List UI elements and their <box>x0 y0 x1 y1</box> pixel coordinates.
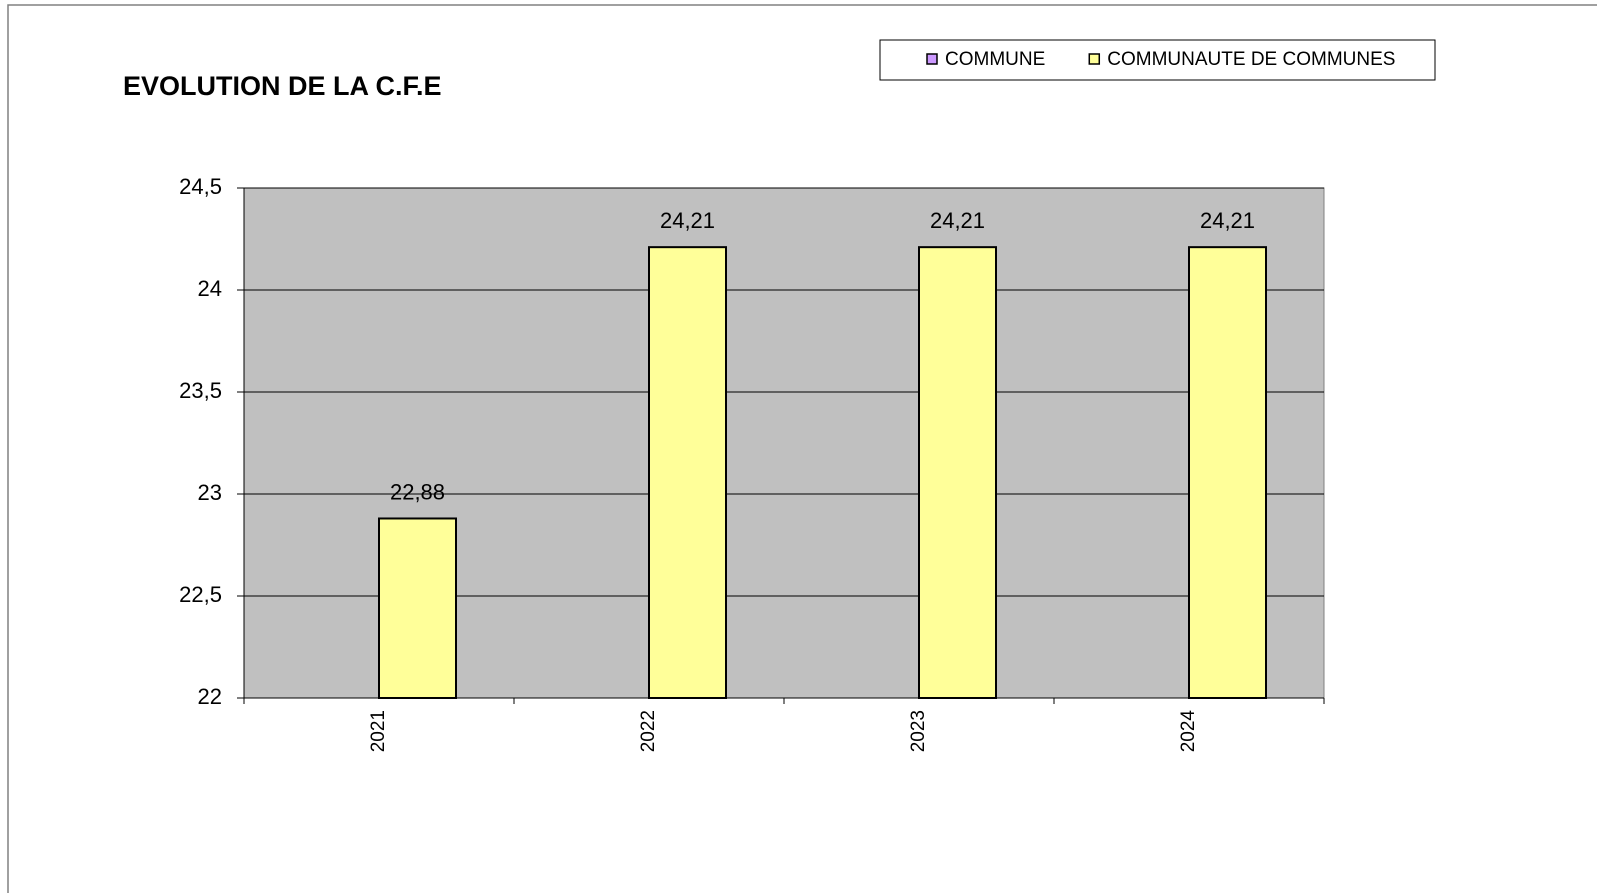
data-label: 24,21 <box>1200 208 1255 233</box>
bar <box>648 246 727 699</box>
x-tick-label: 2021 <box>368 710 389 752</box>
frame <box>7 4 1597 893</box>
legend-swatch <box>1088 53 1101 65</box>
legend-label: COMMUNAUTE DE COMMUNES <box>1107 49 1395 70</box>
y-tick-label: 24,5 <box>179 174 222 199</box>
legend-swatch <box>926 53 938 65</box>
data-label: 22,88 <box>390 479 445 504</box>
bar <box>1188 246 1267 699</box>
y-tick-label: 22,5 <box>179 582 222 607</box>
legend-label: COMMUNE <box>945 49 1045 70</box>
y-tick-label: 23,5 <box>179 378 222 403</box>
data-label: 24,21 <box>660 208 715 233</box>
x-tick-label: 2022 <box>638 710 659 752</box>
x-tick-label: 2024 <box>1178 710 1199 753</box>
y-tick-label: 22 <box>198 684 222 709</box>
x-tick-label: 2023 <box>908 710 929 752</box>
data-label: 24,21 <box>930 208 985 233</box>
chart-title: EVOLUTION DE LA C.F.E <box>123 71 442 101</box>
y-tick-label: 24 <box>198 276 222 301</box>
legend-box <box>879 39 1436 81</box>
y-tick-label: 23 <box>198 480 222 505</box>
bar <box>918 246 997 699</box>
bar <box>378 517 457 699</box>
